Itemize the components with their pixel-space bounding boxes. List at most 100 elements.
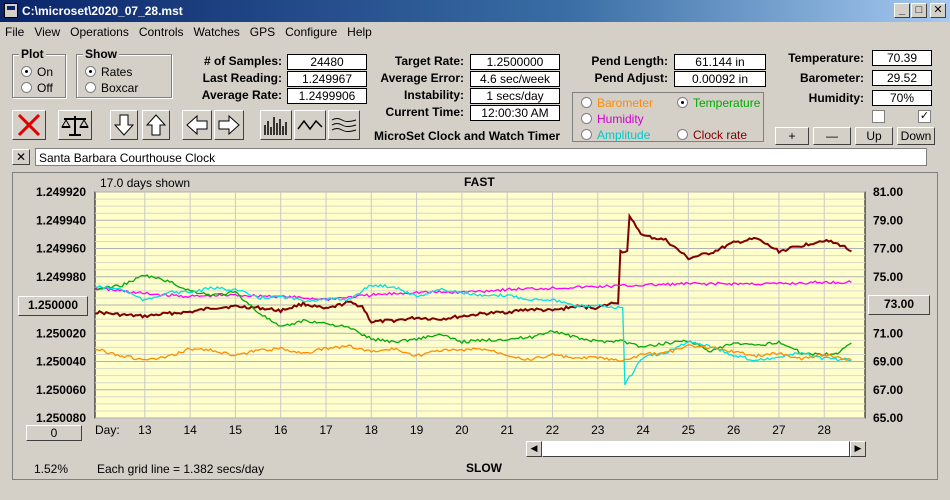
offset-button[interactable]: 0 — [26, 425, 82, 441]
temperature-radio[interactable]: Temperature — [677, 96, 760, 110]
center-temperature-button[interactable]: 73.00 — [868, 295, 930, 315]
average-rate-value: 1.2499906 — [287, 88, 367, 104]
down-arrow-button[interactable] — [110, 110, 138, 140]
menu-configure[interactable]: Configure — [285, 25, 338, 39]
red-x-icon — [17, 113, 41, 137]
pend-length-label: Pend Length: — [591, 54, 668, 68]
temperature-radio-label: Temperature — [693, 96, 761, 110]
plus-button[interactable]: + — [775, 127, 809, 145]
histogram-button[interactable] — [260, 110, 292, 140]
target-rate-value: 1.2500000 — [470, 54, 560, 70]
day-label: Day: — [95, 423, 120, 437]
menu-controls[interactable]: Controls — [138, 25, 184, 39]
multi-wave-icon — [331, 118, 357, 132]
samples-value: 24480 — [287, 54, 367, 70]
instability-value: 1 secs/day — [470, 88, 560, 104]
amplitude-radio-label: Amplitude — [597, 128, 651, 142]
center-rate-button[interactable]: 1.250000 — [18, 296, 88, 316]
close-button[interactable]: ✕ — [930, 3, 946, 18]
down-button[interactable]: Down — [897, 127, 935, 145]
plot-on-radio[interactable]: On — [21, 65, 53, 79]
grid-note: Each grid line = 1.382 secs/day — [97, 462, 265, 476]
radio-icon — [581, 97, 592, 108]
pend-adjust-label: Pend Adjust: — [594, 71, 668, 85]
traces-button[interactable] — [328, 110, 360, 140]
plot-group: Plot On Off — [12, 47, 66, 98]
sensor-select-group: Barometer Temperature Humidity Amplitude… — [572, 92, 764, 142]
waveform-icon — [297, 119, 323, 131]
menu-file[interactable]: File — [5, 25, 25, 39]
current-time-label: Current Time: — [385, 105, 464, 119]
balance-button[interactable] — [58, 110, 92, 140]
window-title: C:\microset\2020_07_28.mst — [22, 4, 183, 18]
minimize-button[interactable]: _ — [894, 3, 910, 18]
show-rates-radio[interactable]: Rates — [85, 65, 132, 79]
show-rates-label: Rates — [101, 65, 133, 79]
barometer-value: 29.52 — [872, 70, 932, 86]
temperature-value: 70.39 — [872, 50, 932, 66]
radio-icon — [21, 82, 32, 93]
left-checkbox[interactable] — [872, 110, 885, 123]
title-bar[interactable]: C:\microset\2020_07_28.mst _ □ ✕ — [0, 0, 950, 22]
menu-help[interactable]: Help — [347, 25, 372, 39]
clear-description-button[interactable]: ✕ — [12, 149, 30, 165]
plot-off-label: Off — [37, 81, 53, 95]
average-error-label: Average Error: — [380, 71, 464, 85]
humidity-radio-label: Humidity — [597, 112, 644, 126]
amplitude-radio[interactable]: Amplitude — [581, 128, 650, 142]
stop-button[interactable] — [12, 110, 46, 140]
clock-rate-radio-label: Clock rate — [693, 128, 748, 142]
radio-icon — [85, 82, 96, 93]
temperature-label: Temperature: — [788, 51, 864, 65]
arrow-left-icon — [186, 114, 208, 136]
minus-button[interactable]: — — [813, 127, 851, 145]
menu-bar: File View Operations Controls Watches GPS Conf… — [0, 22, 950, 42]
scroll-thumb[interactable] — [542, 441, 850, 457]
radio-selected-icon — [21, 66, 32, 77]
humidity-label: Humidity: — [808, 91, 864, 105]
samples-label: # of Samples: — [203, 54, 282, 68]
left-arrow-button[interactable] — [182, 110, 212, 140]
barometer-radio[interactable]: Barometer — [581, 96, 653, 110]
waveform-button[interactable] — [294, 110, 326, 140]
horizontal-scrollbar[interactable]: ◀ ▶ — [526, 441, 866, 457]
percent-label: 1.52% — [34, 462, 69, 476]
maximize-button[interactable]: □ — [911, 3, 927, 18]
arrow-up-icon — [145, 114, 167, 136]
menu-operations[interactable]: Operations — [70, 25, 129, 39]
menu-gps[interactable]: GPS — [249, 25, 276, 39]
arrow-down-icon — [113, 114, 135, 136]
right-checkbox[interactable]: ✓ — [918, 110, 931, 123]
scroll-left-icon[interactable]: ◀ — [526, 441, 542, 457]
radio-icon — [581, 113, 592, 124]
pend-length-value: 61.144 in — [674, 54, 766, 70]
radio-selected-icon — [677, 97, 688, 108]
days-shown-label: 17.0 days shown — [100, 176, 191, 190]
radio-icon — [677, 129, 688, 140]
clock-rate-radio[interactable]: Clock rate — [677, 128, 747, 142]
average-error-value: 4.6 sec/week — [470, 71, 560, 87]
target-rate-label: Target Rate: — [394, 54, 464, 68]
scale-icon — [61, 116, 89, 136]
histogram-icon — [264, 117, 287, 135]
plot-on-label: On — [37, 65, 54, 79]
menu-view[interactable]: View — [34, 25, 61, 39]
scroll-right-icon[interactable]: ▶ — [850, 441, 866, 457]
show-boxcar-radio[interactable]: Boxcar — [85, 81, 138, 95]
plot-off-radio[interactable]: Off — [21, 81, 53, 95]
menu-watches[interactable]: Watches — [193, 25, 240, 39]
show-group: Show Rates Boxcar — [76, 47, 172, 98]
fast-label: FAST — [464, 175, 495, 189]
right-arrow-button[interactable] — [214, 110, 244, 140]
last-reading-value: 1.249967 — [287, 71, 367, 87]
instability-label: Instability: — [403, 88, 464, 102]
humidity-radio[interactable]: Humidity — [581, 112, 644, 126]
plot-legend: Plot — [19, 47, 46, 61]
barometer-radio-label: Barometer — [597, 96, 654, 110]
product-name: MicroSet Clock and Watch Timer — [374, 129, 561, 143]
slow-label: SLOW — [466, 461, 502, 475]
up-button[interactable]: Up — [855, 127, 893, 145]
app-icon[interactable] — [4, 3, 18, 18]
description-input[interactable]: Santa Barbara Courthouse Clock — [35, 148, 927, 166]
up-arrow-button[interactable] — [142, 110, 170, 140]
